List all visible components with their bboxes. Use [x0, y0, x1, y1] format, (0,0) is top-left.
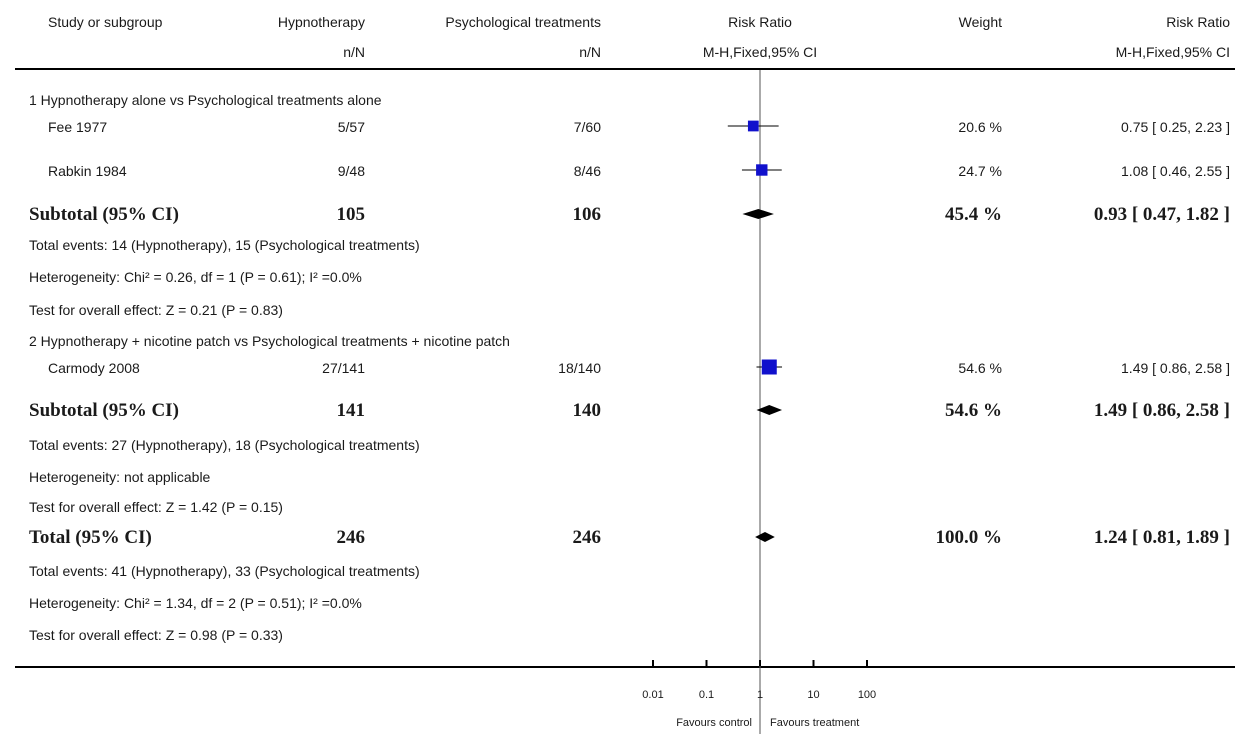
axis-tick-label: 1 — [756, 689, 764, 701]
subtotal1-n1: 105 — [336, 204, 366, 225]
subgroup2-total-events: Total events: 27 (Hypnotherapy), 18 (Psy… — [29, 437, 420, 453]
subgroup2-overall-effect: Test for overall effect: Z = 1.42 (P = 0… — [29, 499, 283, 515]
study-name-fee-1977: Fee 1977 — [48, 119, 108, 135]
group1-nN-header: n/N — [343, 44, 365, 60]
group2-nN-header: n/N — [579, 44, 601, 60]
study-events1: 27/141 — [322, 360, 365, 376]
weight-header: Weight — [958, 14, 1002, 30]
forest-rr-subheader: M-H,Fixed,95% CI — [702, 44, 818, 60]
effect-box — [756, 164, 768, 176]
study-ci: 0.75 [ 0.25, 2.23 ] — [1121, 119, 1230, 135]
forest-rr-header: Risk Ratio — [728, 14, 792, 30]
study-ci: 1.08 [ 0.46, 2.55 ] — [1121, 163, 1230, 179]
axis-tick-label: 10 — [807, 689, 820, 701]
group1-header: Hypnotherapy — [277, 14, 365, 30]
rr-column-subheader: M-H,Fixed,95% CI — [1115, 44, 1230, 60]
study-events2: 18/140 — [558, 360, 601, 376]
subgroup1-heterogeneity: Heterogeneity: Chi² = 0.26, df = 1 (P = … — [29, 269, 362, 285]
axis-tick-label: 0.01 — [642, 689, 664, 701]
pooled-diamond — [755, 532, 775, 542]
pooled-diamond — [742, 209, 774, 219]
study-column-header: Study or subgroup — [48, 14, 163, 30]
study-weight: 54.6 % — [958, 360, 1002, 376]
subtotal1-n2: 106 — [572, 204, 602, 225]
study-weight: 24.7 % — [958, 163, 1002, 179]
effect-box — [747, 120, 759, 132]
subtotal1-label: Subtotal (95% CI) — [29, 204, 179, 225]
subtotal2-label: Subtotal (95% CI) — [29, 400, 179, 421]
subgroup1-overall-effect: Test for overall effect: Z = 0.21 (P = 0… — [29, 302, 283, 318]
total-weight: 100.0 % — [935, 527, 1003, 548]
study-name-rabkin-1984: Rabkin 1984 — [48, 163, 127, 179]
study-name-carmody-2008: Carmody 2008 — [48, 360, 140, 376]
total-ci: 1.24 [ 0.81, 1.89 ] — [1093, 527, 1230, 548]
study-ci: 1.49 [ 0.86, 2.58 ] — [1121, 360, 1230, 376]
total-heterogeneity: Heterogeneity: Chi² = 1.34, df = 2 (P = … — [29, 595, 362, 611]
subtotal2-ci: 1.49 [ 0.86, 2.58 ] — [1093, 400, 1230, 421]
subgroup1-title: 1 Hypnotherapy alone vs Psychological tr… — [29, 92, 382, 108]
axis-tick-label: 0.1 — [698, 689, 715, 701]
study-events1: 5/57 — [337, 119, 365, 135]
total-n1: 246 — [336, 527, 366, 548]
axis-tick-label: 100 — [857, 689, 877, 701]
footer-divider — [15, 666, 1235, 668]
total-events: Total events: 41 (Hypnotherapy), 33 (Psy… — [29, 563, 420, 579]
header-divider — [15, 68, 1235, 70]
subtotal2-n1: 141 — [336, 400, 366, 421]
study-weight: 20.6 % — [958, 119, 1002, 135]
effect-box — [761, 359, 777, 375]
subgroup1-total-events: Total events: 14 (Hypnotherapy), 15 (Psy… — [29, 237, 420, 253]
study-events2: 7/60 — [573, 119, 601, 135]
favours-treatment-label: Favours treatment — [770, 717, 860, 729]
subgroup2-heterogeneity: Heterogeneity: not applicable — [29, 469, 211, 485]
total-n2: 246 — [572, 527, 602, 548]
subtotal1-ci: 0.93 [ 0.47, 1.82 ] — [1093, 204, 1230, 225]
total-label: Total (95% CI) — [29, 527, 152, 548]
pooled-diamond — [756, 405, 783, 415]
group2-header: Psychological treatments — [445, 14, 601, 30]
favours-control-label: Favours control — [676, 717, 752, 729]
subtotal2-n2: 140 — [572, 400, 602, 421]
total-overall-effect: Test for overall effect: Z = 0.98 (P = 0… — [29, 627, 283, 643]
study-events1: 9/48 — [337, 163, 365, 179]
study-events2: 8/46 — [573, 163, 601, 179]
subtotal1-weight: 45.4 % — [945, 204, 1002, 225]
subgroup2-title: 2 Hypnotherapy + nicotine patch vs Psych… — [29, 333, 510, 349]
rr-column-header: Risk Ratio — [1166, 14, 1230, 30]
subtotal2-weight: 54.6 % — [945, 400, 1002, 421]
